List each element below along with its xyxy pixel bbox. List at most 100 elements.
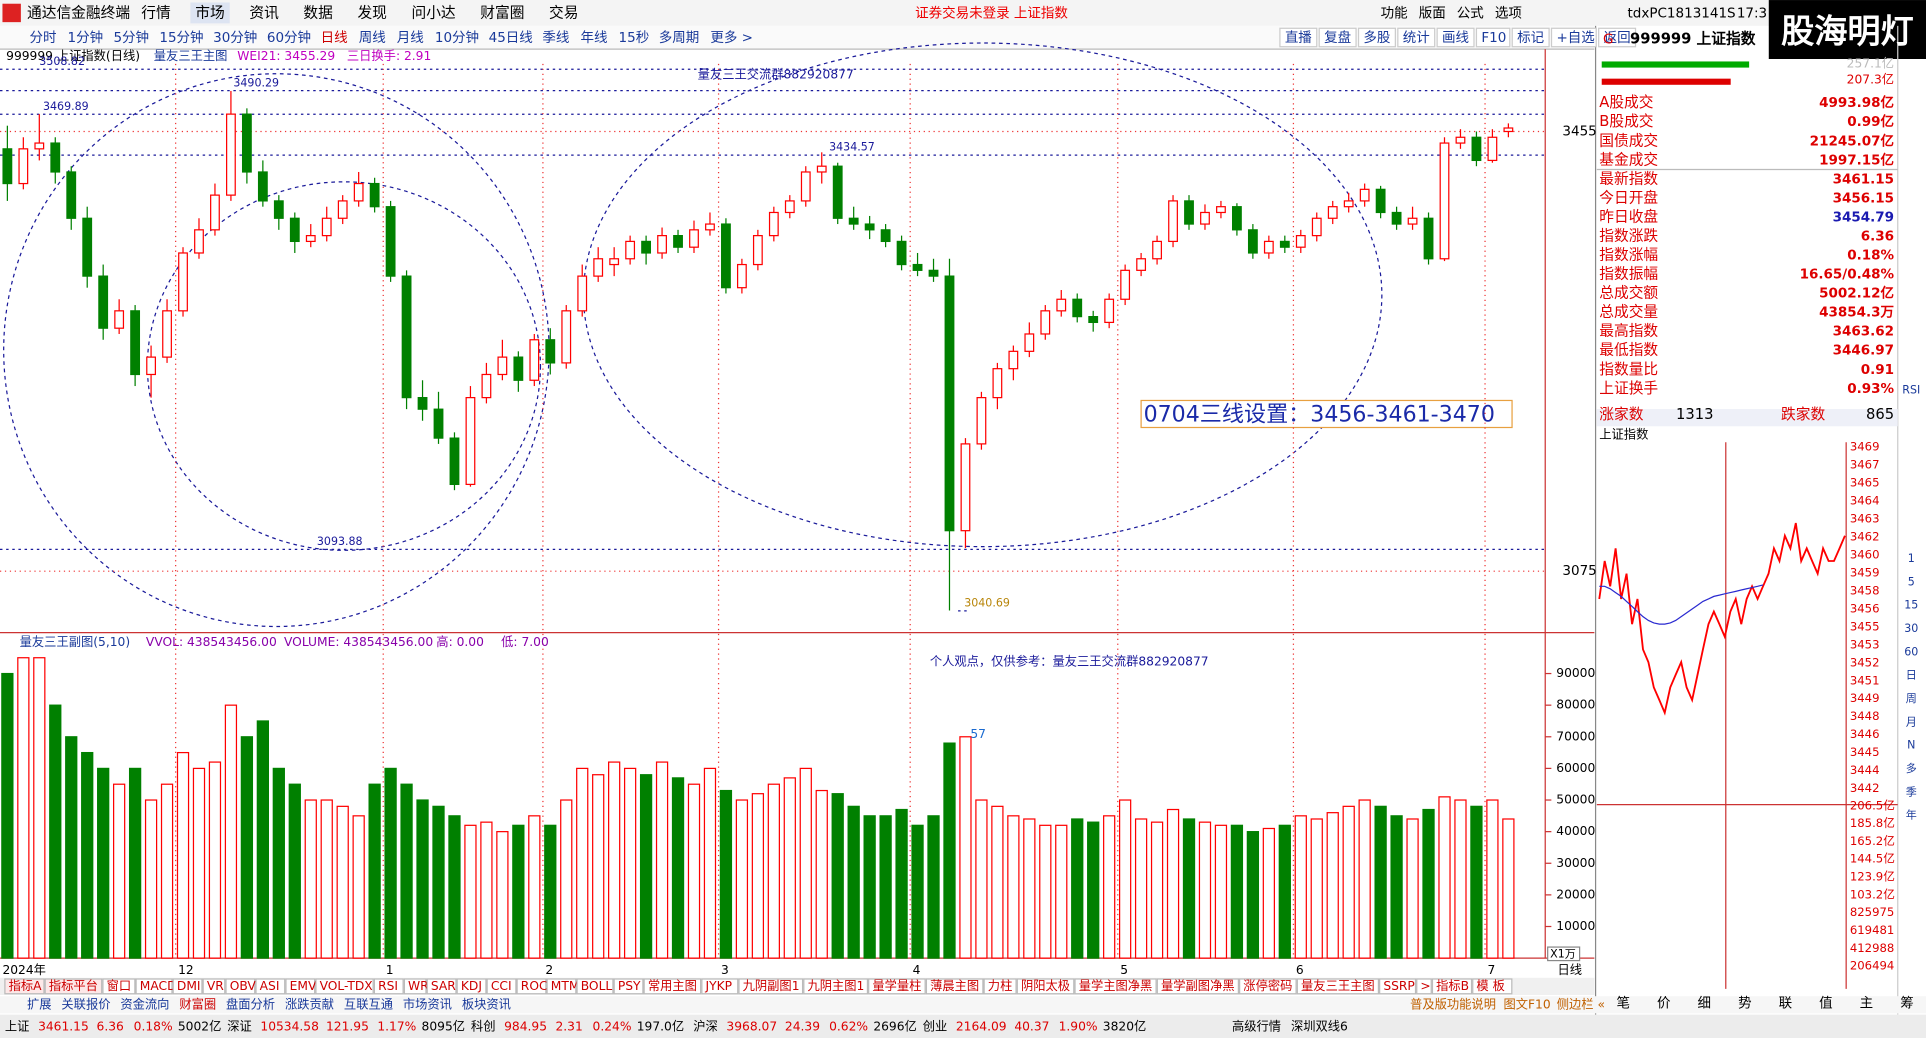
menu-item[interactable]: 选项 bbox=[1495, 6, 1522, 22]
indicator-label[interactable]: 量学主图净黑 bbox=[1079, 978, 1153, 993]
indicator-tab[interactable] bbox=[1431, 978, 1473, 995]
tool-label[interactable]: 直播 bbox=[1285, 30, 1313, 46]
side-button[interactable]: 周 bbox=[1906, 692, 1917, 705]
side-button[interactable]: 15 bbox=[1904, 599, 1918, 612]
period-tab[interactable]: 45日线 bbox=[489, 30, 533, 46]
menu-item[interactable]: 资讯 bbox=[249, 5, 279, 22]
menu-item[interactable]: 公式 bbox=[1457, 6, 1485, 22]
menu-item[interactable]: 数据 bbox=[303, 5, 333, 22]
period-tab[interactable]: 15秒 bbox=[619, 30, 650, 46]
menu-item[interactable]: 财富圈 bbox=[480, 4, 524, 22]
menu-item[interactable]: 问小达 bbox=[411, 5, 455, 22]
tool-label[interactable]: 统计 bbox=[1403, 30, 1430, 46]
period-tab[interactable]: 日线 bbox=[321, 30, 348, 46]
indicator-label[interactable]: RSI bbox=[378, 979, 398, 993]
side-button[interactable]: 5 bbox=[1908, 575, 1915, 588]
indicator-label[interactable]: 窗口 bbox=[107, 979, 132, 993]
indicator-tab[interactable] bbox=[1074, 978, 1157, 995]
indicator-label[interactable]: 力柱 bbox=[988, 978, 1013, 993]
indicator-tab[interactable] bbox=[643, 978, 702, 995]
indicator-tab[interactable] bbox=[1156, 978, 1240, 995]
panel-link[interactable]: 普及版功能说明 bbox=[1410, 996, 1496, 1011]
indicator-label[interactable]: > bbox=[1420, 979, 1430, 993]
indicator-tab[interactable] bbox=[701, 978, 739, 995]
panel-tab[interactable]: 财富圈 bbox=[179, 996, 216, 1011]
indicator-label[interactable]: VOL-TDX bbox=[320, 979, 374, 993]
indicator-tab[interactable] bbox=[738, 978, 804, 995]
side-button[interactable]: 季 bbox=[1906, 785, 1917, 798]
indicator-label[interactable]: 涨停密码 bbox=[1243, 978, 1292, 993]
panel-tab[interactable]: 互联互通 bbox=[344, 997, 393, 1011]
panel-tab[interactable]: 资金流向 bbox=[120, 996, 169, 1011]
indicator-tab[interactable] bbox=[1296, 978, 1380, 995]
indicator-label[interactable]: 指标B bbox=[1436, 978, 1469, 993]
period-tab[interactable]: 1分钟 bbox=[68, 29, 104, 46]
tool-button[interactable] bbox=[1598, 27, 1637, 48]
detail-tab[interactable]: 势 bbox=[1738, 996, 1751, 1012]
indicator-tab[interactable] bbox=[44, 978, 103, 995]
indicator-tab[interactable] bbox=[135, 978, 173, 995]
period-tab[interactable]: 周线 bbox=[359, 30, 386, 46]
menu-item[interactable]: 功能 bbox=[1381, 6, 1408, 22]
indicator-tab[interactable] bbox=[315, 978, 374, 995]
detail-tab[interactable]: 联 bbox=[1779, 996, 1793, 1012]
side-button[interactable]: RSI bbox=[1902, 384, 1920, 397]
indicator-tab[interactable] bbox=[1416, 978, 1432, 995]
indicator-label[interactable]: 指标平台 bbox=[49, 978, 98, 993]
indicator-label[interactable]: WR bbox=[408, 979, 429, 993]
period-tab[interactable]: 10分钟 bbox=[435, 29, 479, 46]
period-tab[interactable]: 分时 bbox=[29, 30, 56, 46]
indicator-label[interactable]: 量学量柱 bbox=[872, 978, 921, 993]
side-button[interactable]: 30 bbox=[1904, 622, 1918, 635]
indicator-label[interactable]: 九阴副图1 bbox=[743, 978, 800, 993]
period-tab[interactable]: 更多 > bbox=[710, 29, 753, 46]
tool-label[interactable]: 标记 bbox=[1517, 30, 1544, 46]
tool-button[interactable] bbox=[1279, 27, 1318, 48]
indicator-label[interactable]: 量学副图净黑 bbox=[1161, 978, 1235, 993]
indicator-label[interactable]: MTM bbox=[551, 979, 580, 993]
indicator-tab[interactable] bbox=[202, 978, 226, 995]
tool-button[interactable] bbox=[1318, 27, 1357, 48]
tool-button[interactable] bbox=[1357, 27, 1396, 48]
indicator-label[interactable]: PSY bbox=[618, 979, 641, 993]
detail-tab[interactable]: 细 bbox=[1698, 996, 1711, 1012]
indicator-tab[interactable] bbox=[516, 978, 547, 995]
indicator-label[interactable]: 指标A bbox=[9, 978, 43, 993]
side-button[interactable]: N bbox=[1907, 739, 1915, 752]
indicator-label[interactable]: OBV bbox=[230, 979, 257, 993]
tool-label[interactable]: 画线 bbox=[1442, 30, 1469, 46]
side-button[interactable]: 60 bbox=[1904, 645, 1918, 658]
indicator-label[interactable]: SSRP bbox=[1383, 979, 1415, 993]
detail-tab[interactable]: 值 bbox=[1819, 996, 1833, 1012]
tool-button[interactable] bbox=[1550, 27, 1597, 48]
indicator-label[interactable]: BOLL bbox=[581, 979, 613, 993]
indicator-label[interactable]: 九阴主图1 bbox=[807, 979, 864, 993]
period-tab[interactable]: 15分钟 bbox=[159, 29, 203, 46]
indicator-tab[interactable] bbox=[576, 978, 614, 995]
side-button[interactable]: 日 bbox=[1906, 669, 1917, 682]
indicator-label[interactable]: 量友三王主图 bbox=[1301, 979, 1375, 993]
side-button[interactable]: 年 bbox=[1906, 808, 1917, 822]
side-button[interactable]: 1 bbox=[1908, 552, 1915, 565]
tool-label[interactable]: 返回 bbox=[1604, 30, 1631, 46]
indicator-label[interactable]: JYKP bbox=[705, 979, 733, 993]
tool-label[interactable]: 多股 bbox=[1363, 29, 1391, 46]
indicator-tab[interactable] bbox=[486, 978, 517, 995]
indicator-tab[interactable] bbox=[426, 978, 457, 995]
indicator-tab[interactable] bbox=[225, 978, 256, 995]
period-tab[interactable]: 5分钟 bbox=[113, 29, 149, 46]
indicator-label[interactable]: ASI bbox=[260, 979, 280, 993]
indicator-tab[interactable] bbox=[868, 978, 926, 995]
panel-tab[interactable]: 市场资讯 bbox=[403, 996, 452, 1011]
panel-link[interactable]: 图文F10 bbox=[1503, 996, 1550, 1011]
indicator-label[interactable]: MACD bbox=[140, 979, 177, 993]
tool-label[interactable]: F10 bbox=[1481, 30, 1506, 46]
period-tab[interactable]: 60分钟 bbox=[267, 29, 311, 46]
detail-tab[interactable]: 筹 bbox=[1900, 995, 1914, 1012]
tool-button[interactable] bbox=[1436, 27, 1475, 48]
indicator-label[interactable]: CCI bbox=[491, 979, 512, 993]
indicator-tab[interactable] bbox=[285, 978, 316, 995]
period-tab[interactable]: 30分钟 bbox=[213, 29, 257, 46]
indicator-label[interactable]: 薄晨主图 bbox=[930, 978, 979, 993]
indicator-tab[interactable] bbox=[546, 978, 577, 995]
